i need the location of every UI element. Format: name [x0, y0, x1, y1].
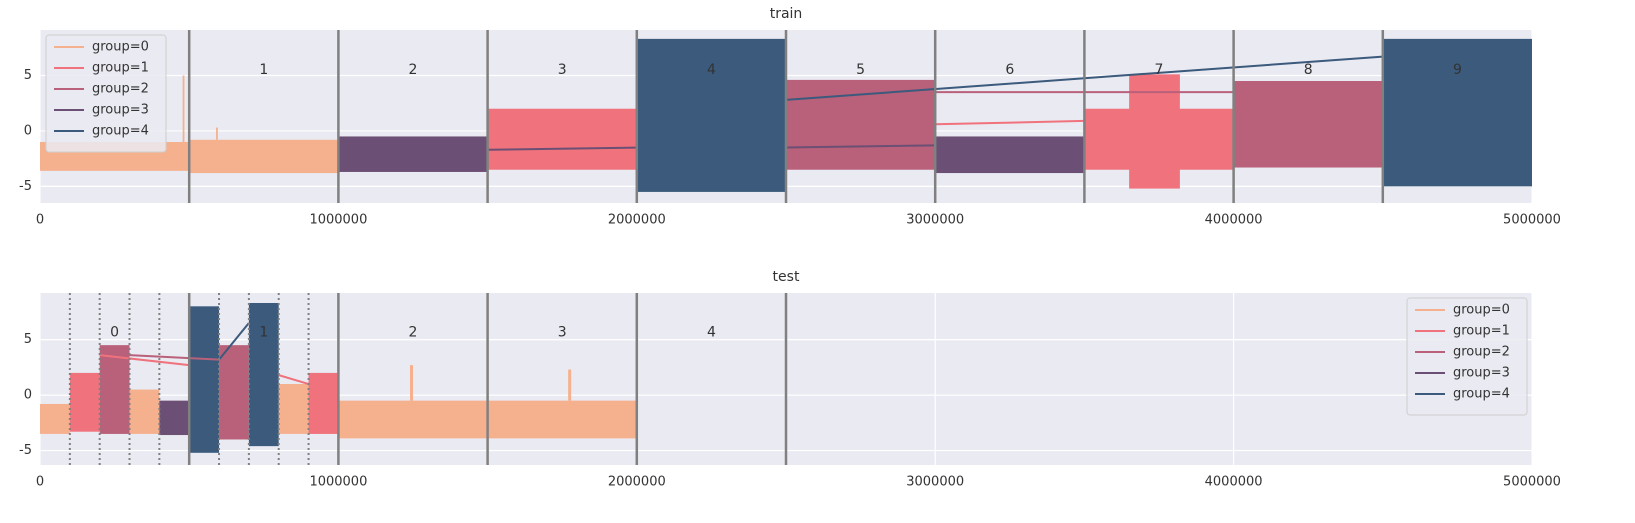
legend-label: group=0: [1453, 303, 1510, 318]
x-tick-label: 5000000: [1503, 475, 1561, 490]
connecting-line: [99, 354, 309, 385]
batch-label: 0: [110, 325, 119, 341]
x-tick-label: 1000000: [309, 213, 367, 228]
signal-band: [338, 136, 488, 172]
signal-band: [568, 369, 572, 401]
signal-band: [99, 345, 130, 434]
x-tick-label: 4000000: [1205, 475, 1263, 490]
legend: group=0 group=1 group=2 group=3 group=4: [45, 34, 167, 153]
signal-band: [935, 136, 1085, 174]
signal-band: [1382, 38, 1532, 187]
x-tick-label: 2000000: [608, 213, 666, 228]
signal-band: [129, 389, 160, 434]
signal-band: [40, 403, 70, 434]
connecting-line: [935, 119, 1085, 126]
signal-band: [189, 306, 220, 453]
batch-label: 4: [707, 62, 716, 78]
signal-band: [278, 383, 309, 434]
legend-box: [1406, 297, 1528, 416]
x-tick-label: 5000000: [1503, 213, 1561, 228]
legend-label: group=1: [1453, 324, 1510, 339]
x-tick-label: 3000000: [906, 213, 964, 228]
signal-band: [308, 372, 339, 434]
signal-band: [216, 127, 218, 140]
connecting-line: [487, 144, 936, 151]
legend-label: group=4: [92, 124, 149, 139]
batch-label: 8: [1304, 62, 1313, 78]
legend-label: group=0: [92, 40, 149, 55]
x-tick-label: 2000000: [608, 475, 666, 490]
signal-band: [487, 108, 637, 170]
signal-band: [159, 400, 190, 436]
x-tick-label: 1000000: [309, 475, 367, 490]
batch-label: 4: [707, 325, 716, 341]
y-tick-label: 0: [24, 388, 32, 403]
signal-band: [248, 302, 279, 447]
batch-label: 1: [259, 62, 268, 78]
signal-band: [1233, 81, 1383, 168]
signal-band: [189, 139, 339, 174]
legend-label: group=1: [92, 61, 149, 76]
chart-title: train: [770, 6, 803, 22]
legend-label: group=2: [1453, 345, 1510, 360]
batch-label: 2: [409, 325, 418, 341]
signal-band: [219, 345, 249, 440]
signal-band: [636, 38, 786, 192]
signal-band: [69, 372, 100, 432]
batch-label: 1: [259, 325, 268, 341]
y-tick-label: -5: [19, 179, 32, 194]
x-tick-label: 3000000: [906, 475, 964, 490]
signal-band: [1129, 74, 1180, 189]
batch-label: 3: [558, 62, 567, 78]
signal-band: [410, 365, 413, 401]
legend-label: group=2: [92, 82, 149, 97]
legend-label: group=4: [1453, 387, 1510, 402]
y-tick-label: 0: [24, 123, 32, 138]
y-tick-label: -5: [19, 443, 32, 458]
signal-band: [182, 75, 185, 143]
y-tick-label: 5: [24, 332, 32, 347]
legend: group=0 group=1 group=2 group=3 group=4: [1406, 297, 1528, 416]
legend-box: [45, 34, 167, 153]
batch-label: 5: [856, 62, 865, 78]
batch-label: 3: [558, 325, 567, 341]
x-tick-label: 0: [36, 213, 44, 228]
legend-label: group=3: [92, 103, 149, 118]
chart-title: test: [773, 269, 800, 285]
connecting-line: [129, 354, 220, 361]
batch-label: 2: [409, 62, 418, 78]
connecting-line: [218, 322, 250, 361]
batch-label: 7: [1155, 62, 1164, 78]
y-tick-label: 5: [24, 68, 32, 83]
legend-label: group=3: [1453, 366, 1510, 381]
batch-label: 9: [1453, 62, 1462, 78]
signal-band: [786, 79, 936, 170]
batch-label: 6: [1005, 62, 1014, 78]
x-tick-label: 4000000: [1205, 213, 1263, 228]
x-tick-label: 0: [36, 475, 44, 490]
